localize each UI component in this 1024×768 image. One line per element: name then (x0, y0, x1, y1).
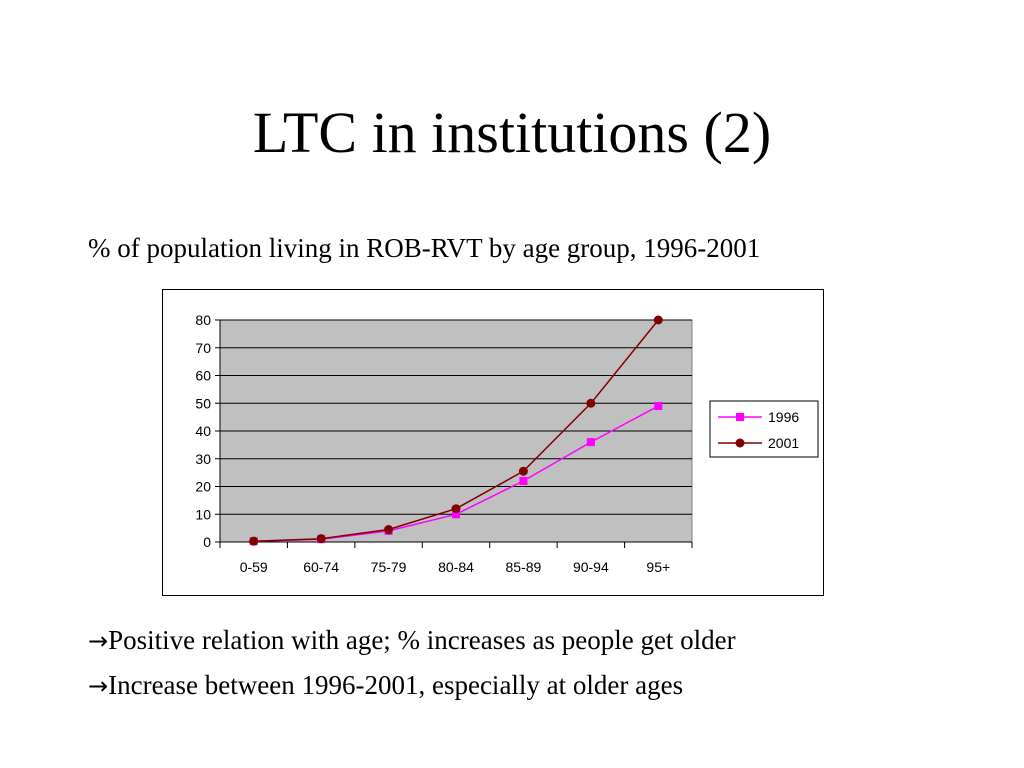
x-tick-label: 80-84 (438, 559, 474, 575)
data-point-1996 (654, 402, 663, 411)
data-point-2001 (249, 536, 259, 546)
y-axis-ticks: 0 10 20 30 40 50 60 70 80 (195, 312, 220, 550)
data-point-2001 (586, 398, 596, 408)
bullet-item: →Positive relation with age; % increases… (88, 622, 736, 667)
data-point-2001 (653, 315, 663, 325)
y-tick-label: 50 (195, 395, 211, 411)
legend: 1996 2001 (709, 400, 819, 458)
legend-label: 2001 (768, 435, 799, 451)
data-point-2001 (316, 534, 326, 544)
x-tick-label: 60-74 (303, 559, 339, 575)
data-point-1996 (586, 438, 595, 447)
y-tick-label: 40 (195, 423, 211, 439)
x-tick-label: 85-89 (506, 559, 542, 575)
series-layer (249, 315, 663, 546)
y-tick-label: 20 (195, 479, 211, 495)
x-tick-label: 90-94 (573, 559, 609, 575)
y-tick-label: 60 (195, 368, 211, 384)
legend-box (709, 400, 819, 458)
y-tick-label: 30 (195, 451, 211, 467)
legend-marker-1996 (736, 413, 744, 421)
data-point-2001 (384, 525, 394, 535)
bullet-list: →Positive relation with age; % increases… (88, 622, 736, 712)
bullet-text: Increase between 1996-2001, especially a… (108, 670, 684, 700)
chart-frame: 0 10 20 30 40 50 60 70 80 0-59 60-74 75-79 80-84 85-… (162, 289, 824, 596)
arrow-right-icon: → (88, 627, 109, 655)
data-point-2001 (518, 466, 528, 476)
y-tick-label: 70 (195, 340, 211, 356)
bullet-item: →Increase between 1996-2001, especially … (88, 667, 736, 712)
x-tick-label: 0-59 (240, 559, 268, 575)
y-tick-label: 80 (195, 312, 211, 328)
data-point-1996 (452, 510, 460, 519)
x-tick-label: 95+ (646, 559, 670, 575)
data-point-2001 (451, 504, 461, 514)
bullet-text: Positive relation with age; % increases … (108, 625, 736, 655)
legend-marker-2001 (735, 438, 745, 448)
arrow-right-icon: → (88, 672, 109, 700)
x-tick-label: 75-79 (371, 559, 407, 575)
y-tick-label: 10 (195, 506, 211, 522)
slide-title: LTC in institutions (2) (252, 100, 772, 165)
line-chart: 0 10 20 30 40 50 60 70 80 0-59 60-74 75-79 80-84 85-… (195, 312, 819, 575)
legend-label: 1996 (768, 409, 799, 425)
y-tick-label: 0 (203, 534, 211, 550)
data-point-1996 (519, 476, 528, 485)
x-axis-ticks: 0-59 60-74 75-79 80-84 85-89 90-94 95+ (219, 542, 693, 575)
chart-subtitle: % of population living in ROB-RVT by age… (88, 233, 761, 263)
